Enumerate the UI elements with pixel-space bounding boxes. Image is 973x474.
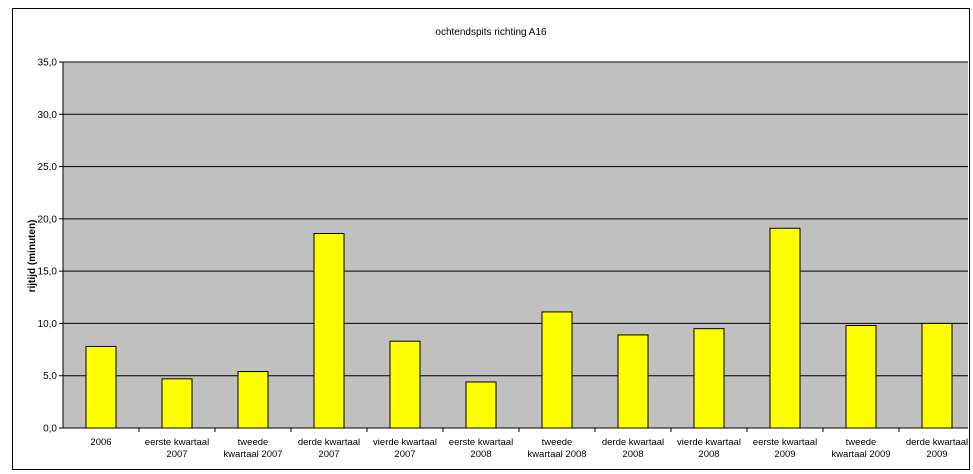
bar — [465, 381, 497, 429]
bar — [237, 371, 269, 429]
x-tick-label: kwartaal 2009 — [831, 449, 890, 460]
x-tick-label: 2009 — [774, 449, 795, 460]
y-tick-label: 25,0 — [38, 162, 58, 173]
chart-title: ochtendspits richting A16 — [435, 27, 547, 38]
bar-chart: ochtendspits richting A16 rijtijd (minut… — [27, 27, 968, 460]
plot-area — [63, 62, 968, 428]
x-tick-label: 2007 — [318, 449, 339, 460]
bar — [921, 322, 953, 429]
x-tick-label: vierde kwartaal — [373, 437, 437, 448]
bar — [617, 334, 649, 429]
x-tick-label: tweede — [542, 437, 573, 448]
y-tick-label: 0,0 — [43, 424, 57, 435]
x-tick-label: 2008 — [470, 449, 491, 460]
chart-frame: ochtendspits richting A16 rijtijd (minut… — [12, 8, 970, 470]
y-axis-label: rijtijd (minuten) — [27, 220, 38, 293]
x-tick-label: 2007 — [166, 449, 187, 460]
y-tick-label: 35,0 — [38, 58, 58, 69]
x-tick-label: derde kwartaal — [602, 437, 664, 448]
x-tick-label: derde kwartaal — [298, 437, 360, 448]
x-tick-label: 2008 — [622, 449, 643, 460]
x-tick-label: kwartaal 2008 — [527, 449, 586, 460]
x-tick-label: eerste kwartaal — [145, 437, 209, 448]
bar — [769, 227, 801, 429]
bar — [389, 340, 421, 429]
x-tick-label: derde kwartaal — [906, 437, 968, 448]
y-tick-label: 10,0 — [38, 319, 58, 330]
bar — [85, 345, 117, 429]
x-tick-label: tweede — [238, 437, 269, 448]
bar — [161, 378, 193, 429]
y-tick-label: 15,0 — [38, 267, 58, 278]
bar — [693, 328, 725, 429]
x-tick-label: 2009 — [926, 449, 947, 460]
x-tick-label: eerste kwartaal — [449, 437, 513, 448]
x-tick-label: 2007 — [394, 449, 415, 460]
bar — [845, 325, 877, 429]
x-tick-label: tweede — [846, 437, 877, 448]
y-tick-label: 20,0 — [38, 214, 58, 225]
bar — [313, 232, 345, 429]
x-tick-label: 2006 — [90, 437, 111, 448]
x-tick-label: vierde kwartaal — [677, 437, 741, 448]
x-tick-label: eerste kwartaal — [753, 437, 817, 448]
bar — [541, 311, 573, 429]
y-tick-label: 5,0 — [43, 371, 57, 382]
x-tick-label: kwartaal 2007 — [223, 449, 282, 460]
y-tick-label: 30,0 — [38, 110, 58, 121]
x-tick-label: 2008 — [698, 449, 719, 460]
